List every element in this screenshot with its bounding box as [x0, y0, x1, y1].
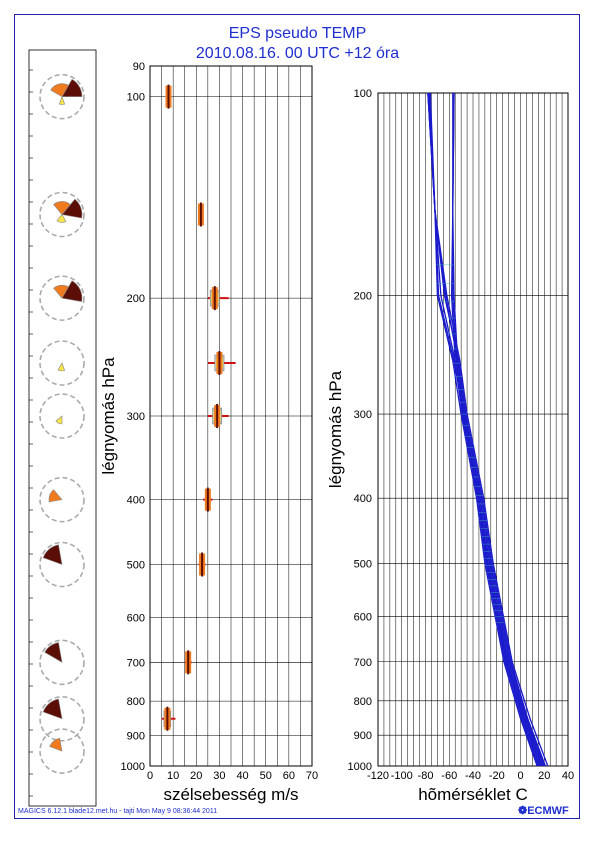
temp-y-tick-label: 900 [354, 730, 372, 742]
wind-y-tick-label: 700 [127, 657, 145, 669]
wind-y-tick-label: 500 [127, 559, 145, 571]
wind-y-tick-label: 90 [133, 61, 145, 73]
rose-orange-sector [53, 284, 69, 299]
rose-circle [39, 73, 85, 120]
rose-orange-sector [50, 83, 69, 98]
temp-ensemble-line [427, 92, 549, 767]
chart-subtitle: 2010.08.16. 00 UTC +12 óra [195, 45, 400, 62]
rose-orange-sector [48, 489, 63, 503]
temp-y-tick-label: 400 [354, 493, 372, 505]
wind-y-axis-label: légnyomás hPa [99, 357, 118, 475]
temp-x-tick-label: 40 [562, 770, 574, 782]
wind-y-tick-label: 900 [127, 730, 145, 742]
rose-circle [39, 393, 85, 439]
rose-circle [39, 639, 85, 686]
temp-x-tick-label: -40 [465, 770, 481, 782]
temp-y-tick-label: 200 [354, 291, 372, 303]
wind-y-tick-label: 800 [127, 696, 145, 708]
temp-ensemble-line [450, 92, 541, 767]
wind-y-tick-label: 1000 [121, 761, 145, 773]
wind-x-tick-label: 10 [167, 770, 179, 782]
temp-y-axis-label: légnyomás hPa [326, 370, 345, 488]
ecmwf-logo: ❁ECMWF [518, 804, 569, 817]
rose-circle [39, 340, 85, 386]
temp-x-tick-label: -80 [418, 770, 434, 782]
temp-x-tick-label: 20 [538, 770, 550, 782]
rose-dark-sector [42, 698, 63, 720]
rose-circle [39, 728, 85, 774]
wind-x-tick-label: 0 [147, 770, 153, 782]
wind-y-tick-label: 600 [127, 613, 145, 625]
rose-dark-sector [61, 78, 83, 97]
temp-ensemble-line [452, 93, 545, 767]
rose-circle [39, 695, 85, 742]
rose-yellow-sector [57, 362, 66, 372]
rose-yellow-sector [55, 415, 63, 425]
wind-x-axis-label: szélsebesség m/s [163, 785, 298, 804]
wind-y-tick-label: 100 [127, 92, 145, 104]
temp-y-tick-label: 800 [354, 696, 372, 708]
wind-x-tick-label: 40 [236, 770, 248, 782]
footer-text: MAGICS 6.12.1 blade12.met.hu - tajti Mon… [18, 808, 218, 815]
ecmwf-logo-icon: ❁ [518, 805, 528, 817]
temp-ensemble-line [428, 92, 538, 767]
temp-y-tick-label: 600 [354, 612, 372, 624]
temp-x-tick-label: -20 [489, 770, 505, 782]
wind-y-tick-label: 300 [127, 411, 145, 423]
wind-x-tick-label: 20 [190, 770, 202, 782]
rose-dark-sector [61, 280, 83, 302]
rose-orange-sector [53, 201, 71, 215]
temp-x-tick-label: -100 [391, 770, 413, 782]
rose-circle [39, 275, 85, 321]
wind-x-tick-label: 60 [283, 770, 295, 782]
rose-panel-frame [28, 49, 97, 807]
temp-y-tick-label: 500 [354, 558, 372, 570]
temp-y-tick-label: 1000 [348, 761, 372, 773]
rose-circle [39, 191, 85, 238]
wind-y-tick-label: 400 [127, 495, 145, 507]
rose-dark-sector [42, 544, 63, 565]
temp-x-tick-label: -60 [441, 770, 457, 782]
wind-x-tick-label: 30 [213, 770, 225, 782]
rose-yellow-sector [56, 213, 67, 223]
wind-y-tick-label: 200 [127, 293, 145, 305]
temp-y-tick-label: 100 [354, 88, 372, 100]
rose-dark-sector [44, 642, 63, 663]
temp-x-axis-label: hõmérséklet C [418, 785, 528, 804]
rose-yellow-sector [58, 95, 66, 105]
temp-y-tick-label: 700 [354, 657, 372, 669]
wind-x-tick-label: 70 [306, 770, 318, 782]
page-frame [14, 14, 580, 819]
temp-x-tick-label: -120 [367, 770, 389, 782]
rose-orange-sector [49, 737, 63, 752]
wind-x-tick-label: 50 [260, 770, 272, 782]
chart-title: EPS pseudo TEMP [228, 25, 367, 42]
ecmwf-logo-text: ECMWF [527, 805, 569, 817]
temp-y-tick-label: 300 [354, 409, 372, 421]
rose-circle [39, 476, 85, 523]
rose-dark-sector [61, 198, 83, 219]
temp-x-tick-label: 0 [517, 770, 523, 782]
rose-circle [39, 541, 85, 588]
wind-rose-panel [28, 49, 97, 807]
